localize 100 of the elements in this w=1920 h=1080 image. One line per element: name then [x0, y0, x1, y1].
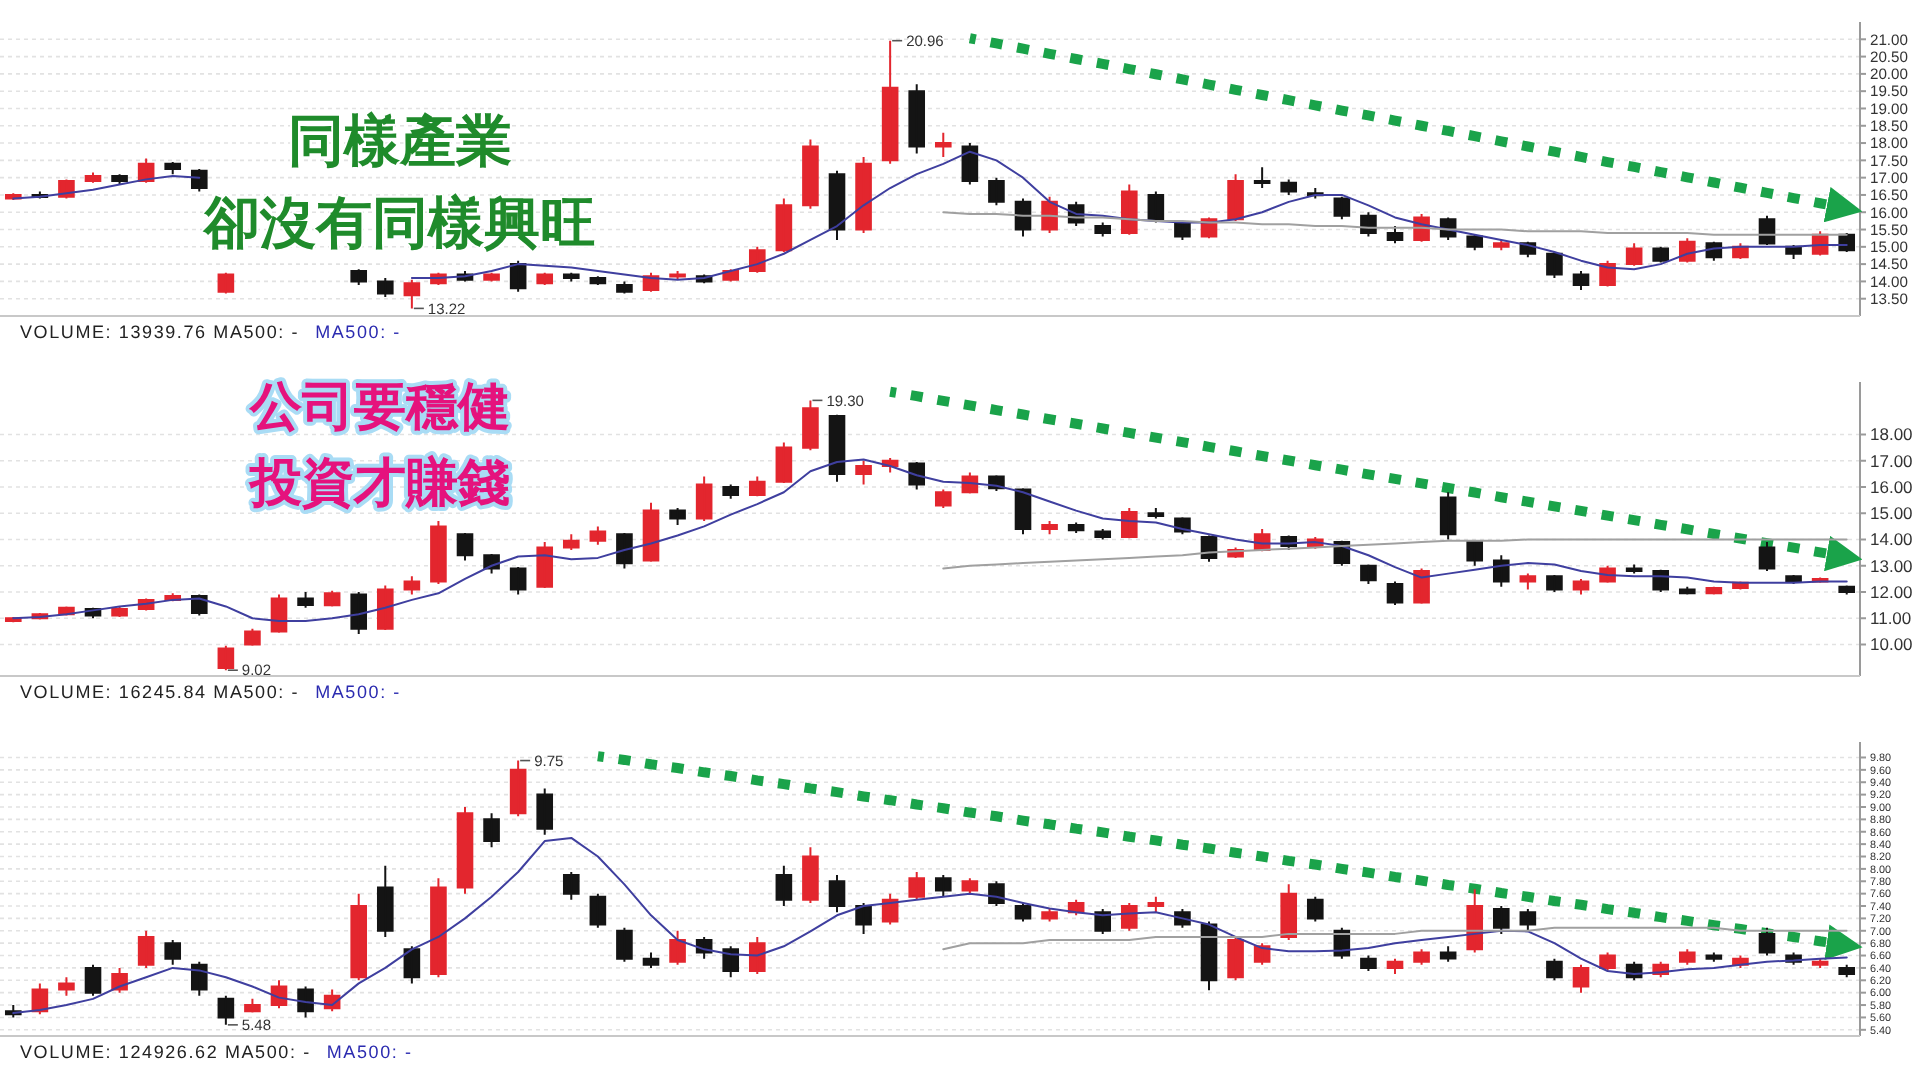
candlestick: [350, 892, 368, 982]
candlestick: [1147, 190, 1165, 224]
candlestick: [1360, 563, 1377, 586]
y-tick-label: 14.00: [1870, 529, 1914, 550]
candlestick: [217, 644, 235, 672]
candlestick: [536, 271, 554, 286]
candlestick: [84, 171, 102, 184]
candlestick: [376, 864, 394, 938]
candlestick: [1758, 926, 1776, 957]
y-tick-label: 15.00: [1870, 503, 1914, 524]
candlestick: [1041, 908, 1058, 923]
candlestick: [430, 520, 447, 586]
candlestick: [802, 846, 819, 904]
candlestick: [1838, 963, 1856, 979]
candlestick: [1705, 585, 1723, 596]
candlestick: [323, 589, 341, 608]
text: 投資才賺錢: [248, 454, 510, 514]
candlestick: [1785, 573, 1802, 586]
text: MA500: -: [326, 1042, 413, 1062]
candlestick: [961, 877, 979, 895]
candlestick: [1094, 528, 1112, 541]
candlestick: [828, 874, 846, 914]
candlestick: [748, 475, 766, 498]
candlestick: [934, 874, 952, 898]
y-tick-label: 11.00: [1870, 608, 1912, 629]
candlestick: [1811, 957, 1829, 969]
text: MA500: -: [315, 682, 401, 702]
candlestick: [244, 997, 261, 1014]
candlestick: [589, 892, 607, 929]
candlestick: [350, 268, 368, 286]
candlestick: [695, 475, 713, 523]
candlestick: [775, 441, 793, 485]
candlestick: [1439, 491, 1457, 541]
candlestick: [775, 197, 793, 254]
candlestick: [722, 945, 740, 979]
candlestick: [908, 83, 926, 155]
text: 卻沒有同樣興旺: [202, 190, 596, 256]
y-tick-label: 13.00: [1870, 555, 1914, 576]
candlestick: [483, 812, 500, 849]
candlestick: [616, 531, 633, 570]
candlestick: [1094, 221, 1112, 238]
candlestick: [430, 877, 447, 979]
candlestick: [456, 805, 474, 895]
candlestick: [1413, 948, 1430, 966]
candlestick: [562, 870, 580, 901]
candlestick: [1120, 183, 1138, 236]
candlestick: [1652, 245, 1670, 264]
candlestick: [934, 131, 952, 158]
candlestick: [137, 929, 155, 969]
candlestick: [483, 271, 500, 283]
candlestick: [562, 271, 580, 283]
candlestick: [1147, 507, 1165, 520]
y-tick-label: 16.00: [1870, 476, 1914, 497]
candlestick: [1466, 233, 1484, 252]
candlestick: [908, 870, 926, 901]
candlestick: [1572, 577, 1590, 596]
candlestick: [1466, 539, 1484, 567]
text: VOLUME: 124926.62 MA500: -: [20, 1042, 311, 1062]
candlestick: [190, 960, 208, 997]
candlestick: [111, 173, 128, 186]
line-series: [12, 458, 1848, 622]
candlestick: [403, 278, 421, 310]
candlestick: [1280, 178, 1298, 196]
candlestick: [1546, 573, 1563, 593]
candlestick: [589, 275, 607, 286]
candlestick: [1227, 935, 1244, 982]
candlestick: [1147, 895, 1165, 914]
candlestick: [1519, 908, 1537, 932]
candlestick: [58, 976, 75, 997]
candlestick: [297, 591, 314, 609]
candlestick: [1120, 901, 1138, 932]
candlestick: [1572, 270, 1590, 292]
candlestick: [1678, 585, 1696, 596]
candlestick: [669, 507, 686, 527]
candlestick: [1838, 584, 1856, 596]
candlestick: [1758, 541, 1776, 572]
candlestick: [1067, 521, 1085, 534]
candlestick: [722, 483, 740, 500]
candlestick: [1413, 567, 1430, 605]
y-tick-label: 10.00: [1870, 634, 1914, 655]
candlestick: [669, 929, 686, 966]
candlestick: [1705, 951, 1723, 963]
candlestick: [669, 270, 686, 281]
candlestick: [1466, 888, 1484, 954]
candlestick: [934, 488, 952, 509]
candlestick: [1386, 957, 1404, 976]
candlestick: [775, 864, 793, 908]
candlestick: [1599, 951, 1616, 973]
candlestick: [1599, 564, 1616, 584]
candlestick: [1386, 580, 1404, 607]
candlestick: [562, 533, 580, 551]
candlestick: [802, 138, 819, 210]
candlestick: [855, 901, 872, 935]
y-tick-label: 17.00: [1870, 450, 1914, 471]
text: MA500: -: [315, 322, 401, 342]
candlestick: [111, 605, 128, 618]
candlestick: [217, 271, 235, 295]
candlestick: [855, 155, 872, 234]
candlestick: [855, 459, 872, 486]
candlestick: [509, 566, 527, 596]
